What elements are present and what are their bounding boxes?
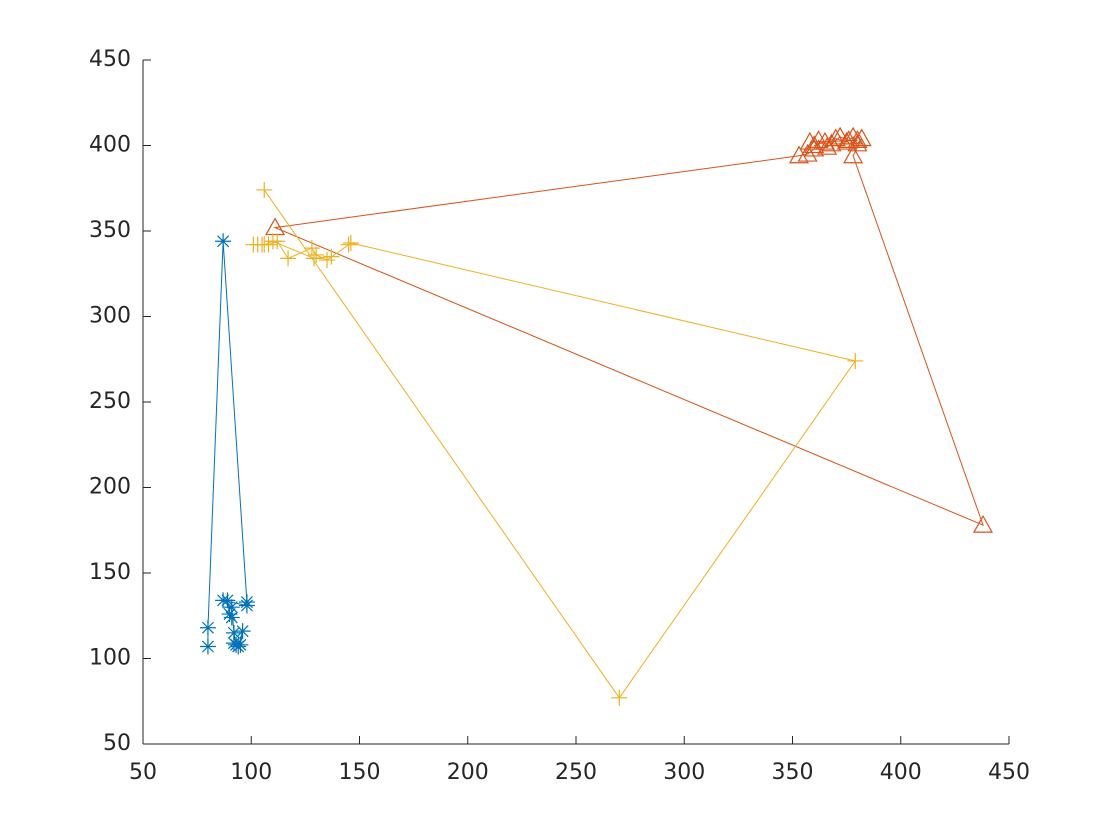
x-tick-label: 250 (555, 760, 597, 785)
marker (256, 181, 273, 198)
marker (342, 234, 359, 251)
marker (836, 131, 857, 150)
marker (340, 236, 357, 253)
marker (972, 514, 994, 533)
x-tick-label: 100 (230, 760, 272, 785)
y-tick-label: 100 (89, 646, 131, 671)
marker (825, 128, 846, 147)
marker (319, 252, 336, 269)
marker (223, 599, 240, 616)
marker (264, 233, 281, 250)
marker (611, 689, 628, 706)
marker (799, 131, 820, 150)
y-tick-label: 450 (89, 47, 131, 72)
marker (225, 624, 242, 641)
marker (788, 145, 810, 164)
marker (308, 246, 325, 263)
marker (256, 236, 273, 253)
marker (830, 126, 851, 145)
marker (851, 128, 872, 147)
marker (847, 352, 864, 369)
marker (230, 638, 247, 655)
y-tick-label: 250 (89, 389, 131, 414)
y-tick-label: 350 (89, 218, 131, 243)
marker (199, 638, 216, 655)
marker (847, 130, 868, 148)
marker (797, 143, 818, 162)
marker (843, 145, 864, 164)
marker (215, 233, 232, 250)
y-tick-label: 50 (103, 731, 131, 756)
marker (306, 250, 323, 267)
x-tick-label: 150 (339, 760, 381, 785)
marker (225, 635, 242, 652)
marker (238, 597, 255, 614)
marker (280, 250, 297, 267)
marker (817, 136, 838, 155)
x-tick-label: 400 (880, 760, 922, 785)
marker (265, 217, 286, 236)
marker (821, 133, 842, 152)
y-tick-label: 300 (89, 304, 131, 329)
marker (323, 248, 340, 265)
x-tick-label: 300 (663, 760, 705, 785)
marker (234, 623, 251, 640)
x-tick-label: 350 (772, 760, 814, 785)
marker (221, 606, 238, 623)
marker (303, 240, 320, 257)
y-tick-label: 150 (89, 560, 131, 585)
marker (199, 619, 216, 636)
y-tick-label: 200 (89, 475, 131, 500)
y-tick-label: 400 (89, 133, 131, 158)
marker (847, 133, 868, 152)
marker (223, 609, 240, 626)
x-tick-label: 200 (447, 760, 489, 785)
marker (219, 592, 236, 609)
x-tick-label: 450 (988, 760, 1030, 785)
x-tick-label: 50 (129, 760, 157, 785)
